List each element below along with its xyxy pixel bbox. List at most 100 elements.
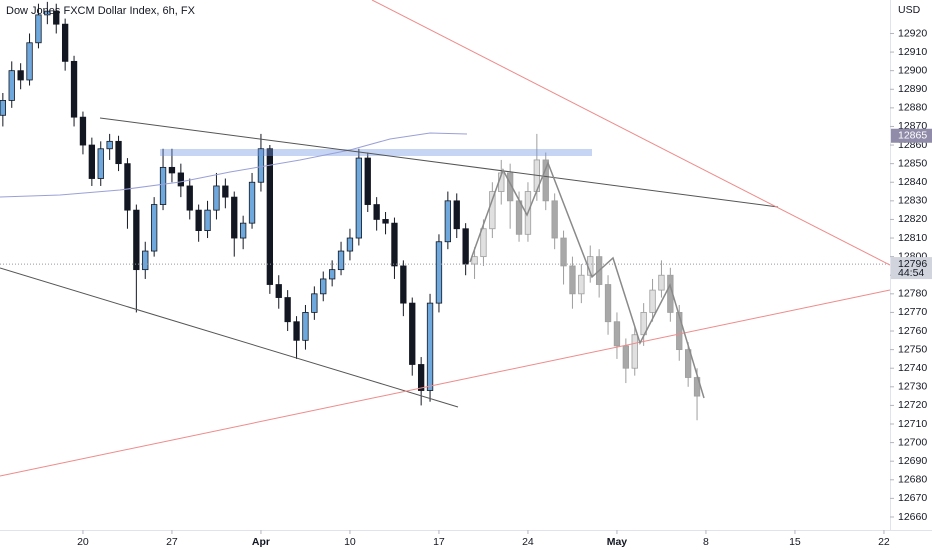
- candle-body: [293, 321, 300, 341]
- price-axis: 12660 12670 12680 12690 12700 12710 12720 12730…: [77, 27, 932, 548]
- candle-body: [542, 159, 549, 202]
- y-tick-label: 12880: [898, 102, 927, 114]
- trend-line: [0, 289, 891, 477]
- candle-body: [409, 302, 416, 365]
- candle-body: [79, 116, 87, 146]
- candle-body: [239, 222, 247, 239]
- candle-body: [328, 269, 336, 280]
- candle-body: [560, 237, 567, 267]
- candle-body: [622, 345, 630, 369]
- candle-body: [311, 293, 318, 313]
- trend-line: [0, 267, 459, 408]
- candle-body: [17, 70, 24, 81]
- candle-body: [453, 200, 460, 230]
- candle-body: [8, 70, 15, 101]
- x-tick-label: May: [607, 536, 628, 548]
- candle-body: [693, 377, 701, 397]
- candle-body: [231, 196, 238, 239]
- candle-body: [462, 228, 469, 265]
- candle-body: [515, 200, 523, 235]
- candle-body: [53, 10, 60, 25]
- candle-body: [631, 334, 638, 369]
- y-tick-label: 12680: [898, 474, 927, 486]
- candle-body: [195, 209, 202, 231]
- x-tick-label: 15: [789, 536, 801, 548]
- y-tick-label: 12740: [898, 362, 927, 374]
- candle-body: [106, 140, 113, 150]
- zone-rect: [160, 149, 592, 156]
- y-tick-label: 12820: [898, 213, 927, 225]
- candle-body: [124, 163, 131, 211]
- trend-line: [371, 0, 891, 266]
- y-tick-label: 12760: [898, 325, 927, 337]
- candle-body: [159, 166, 167, 205]
- candle-body: [257, 148, 265, 183]
- y-tick-label: 12850: [898, 157, 927, 169]
- candle-body: [373, 204, 380, 220]
- candle-body: [248, 181, 256, 224]
- marker-price-label: 12865: [898, 130, 927, 142]
- chart-title: Dow Jones FXCM Dollar Index, 6h, FX: [6, 5, 196, 17]
- candle-body: [684, 349, 692, 378]
- candle-body: [0, 100, 7, 116]
- countdown-label: 44:54: [898, 267, 924, 279]
- x-tick-label: 20: [77, 536, 89, 548]
- marker-price-box: [891, 128, 932, 143]
- y-tick-label: 12750: [898, 343, 927, 355]
- y-tick-label: 12770: [898, 306, 927, 318]
- candle-body: [44, 10, 51, 16]
- candle-body: [168, 166, 176, 174]
- candle-body: [435, 241, 443, 304]
- candle-body: [480, 228, 487, 258]
- last-price-box: [891, 257, 932, 280]
- x-tick-label: 22: [878, 536, 890, 548]
- candle-body: [578, 274, 585, 295]
- candle-body: [569, 265, 576, 295]
- candle-body: [35, 14, 42, 44]
- candle-body: [275, 284, 282, 298]
- x-tick-label: 17: [433, 536, 445, 548]
- candle-body: [186, 185, 193, 211]
- candle-body: [471, 256, 478, 265]
- candle-body: [70, 60, 78, 118]
- y-tick-label: 12780: [898, 288, 927, 300]
- x-tick-label: 27: [166, 536, 178, 548]
- candle-body: [337, 250, 345, 271]
- y-tick-label: 12690: [898, 455, 927, 467]
- y-tick-label: 12660: [898, 511, 927, 523]
- candle-body: [364, 157, 371, 205]
- candle-body: [658, 274, 665, 291]
- candle-body: [97, 148, 104, 179]
- candle-body: [177, 172, 185, 187]
- x-tick-label: 24: [522, 536, 534, 548]
- candle-body: [551, 200, 558, 239]
- candle-body: [133, 209, 140, 271]
- candle-body: [213, 185, 220, 211]
- candle-body: [346, 237, 354, 252]
- y-tick-label: 12920: [898, 27, 927, 39]
- candle-body: [222, 185, 229, 198]
- x-tick-label: Apr: [252, 536, 270, 548]
- candle-body: [676, 312, 683, 351]
- y-tick-label: 12910: [898, 46, 927, 58]
- candle-body: [391, 222, 398, 267]
- candle-body: [417, 364, 425, 391]
- candle-body: [506, 172, 514, 202]
- candle-body: [150, 204, 158, 252]
- candle-body: [142, 250, 149, 271]
- candle-body: [115, 140, 122, 165]
- candle-body: [382, 219, 389, 224]
- forecast-path: [469, 160, 705, 399]
- currency-label: USD: [898, 4, 921, 16]
- candle-body: [88, 144, 96, 179]
- candle-body: [355, 157, 363, 239]
- x-tick-label: 8: [703, 536, 709, 548]
- y-tick-label: 12710: [898, 418, 927, 430]
- candle-body: [284, 297, 291, 323]
- y-tick-label: 12840: [898, 176, 927, 188]
- y-tick-label: 12720: [898, 399, 927, 411]
- y-tick-label: 12670: [898, 492, 927, 504]
- candle-body: [489, 191, 496, 230]
